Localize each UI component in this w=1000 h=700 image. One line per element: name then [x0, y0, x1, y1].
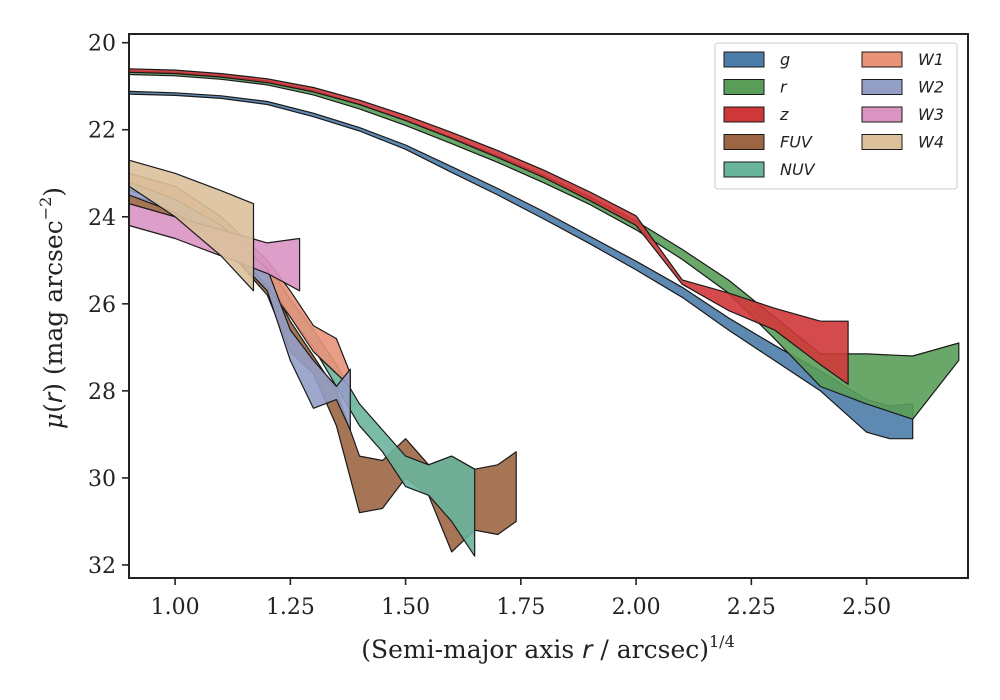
legend-swatch [723, 51, 765, 68]
legend-label: W3 [918, 105, 944, 124]
legend-label: z [779, 105, 789, 124]
legend-label: FUV [780, 133, 813, 152]
band-z [128, 68, 849, 385]
x-label-prefix: (Semi-major axis [361, 635, 582, 664]
plot-frame [128, 33, 969, 579]
y-tick-label: 26 [88, 293, 116, 318]
legend-label: W1 [918, 50, 944, 69]
legend-item-w2: W2 [861, 78, 944, 97]
legend: grz FUV NUV W1 W2 W3 W4 [714, 42, 958, 190]
series-layer [128, 68, 960, 557]
y-tick-label: 24 [88, 206, 116, 231]
y-label-mu: μ [39, 413, 68, 429]
legend-label: g [780, 50, 790, 69]
legend-label: W4 [918, 133, 944, 152]
legend-item-z: z [723, 105, 789, 124]
legend-item-w3: W3 [861, 105, 944, 124]
legend-swatch [861, 79, 903, 95]
legend-swatch [723, 106, 765, 123]
band-w4 [128, 159, 255, 292]
legend-swatch [723, 79, 765, 95]
x-tick-label: 1.50 [381, 595, 430, 620]
legend-item-fuv: FUV [723, 133, 813, 152]
y-label-var: r [39, 391, 68, 403]
x-label-exponent: 1/4 [709, 632, 735, 651]
y-tick-label: 20 [88, 32, 116, 57]
y-label-unit: (mag arcsec [39, 220, 68, 383]
legend-label: W2 [918, 78, 944, 97]
legend-item-r: r [723, 78, 788, 97]
legend-item-g: g [723, 50, 790, 69]
y-axis-label: μ(r) (mag arcsec−2) [36, 187, 68, 429]
legend-swatch [861, 106, 903, 123]
x-tick-label: 2.50 [842, 595, 891, 620]
legend-item-w1: W1 [861, 50, 944, 69]
x-tick-label: 1.25 [266, 595, 315, 620]
x-tick-label: 1.00 [151, 595, 200, 620]
legend-swatch [723, 134, 765, 150]
legend-swatch [861, 51, 903, 68]
legend-label: NUV [780, 160, 816, 179]
x-tick-label: 1.75 [496, 595, 545, 620]
x-label-var: r [582, 635, 594, 664]
x-axis: 1.00 1.25 1.50 1.75 2.00 2.25 2.50 [151, 578, 891, 620]
y-axis: 20 22 24 26 28 30 32 [88, 32, 129, 579]
band-g [128, 90, 914, 440]
legend-label: r [780, 78, 788, 97]
x-tick-label: 2.25 [727, 595, 776, 620]
x-axis-label: (Semi-major axis r / arcsec)1/4 [361, 632, 735, 664]
y-tick-label: 22 [88, 119, 116, 144]
y-label-close: ) [39, 383, 68, 393]
x-tick-label: 2.00 [612, 595, 661, 620]
y-tick-label: 32 [88, 554, 116, 579]
y-label-open: ( [39, 403, 68, 413]
legend-items: grz FUV NUV W1 W2 W3 W4 [723, 50, 944, 179]
y-tick-label: 28 [88, 380, 116, 405]
legend-swatch [723, 161, 765, 178]
y-tick-label: 30 [88, 467, 116, 492]
legend-swatch [861, 134, 903, 150]
legend-item-w4: W4 [861, 133, 944, 152]
y-label-end: ) [39, 187, 68, 197]
legend-item-nuv: NUV [723, 160, 816, 179]
y-label-exponent: −2 [36, 197, 55, 221]
x-label-suffix: / arcsec) [592, 635, 709, 664]
